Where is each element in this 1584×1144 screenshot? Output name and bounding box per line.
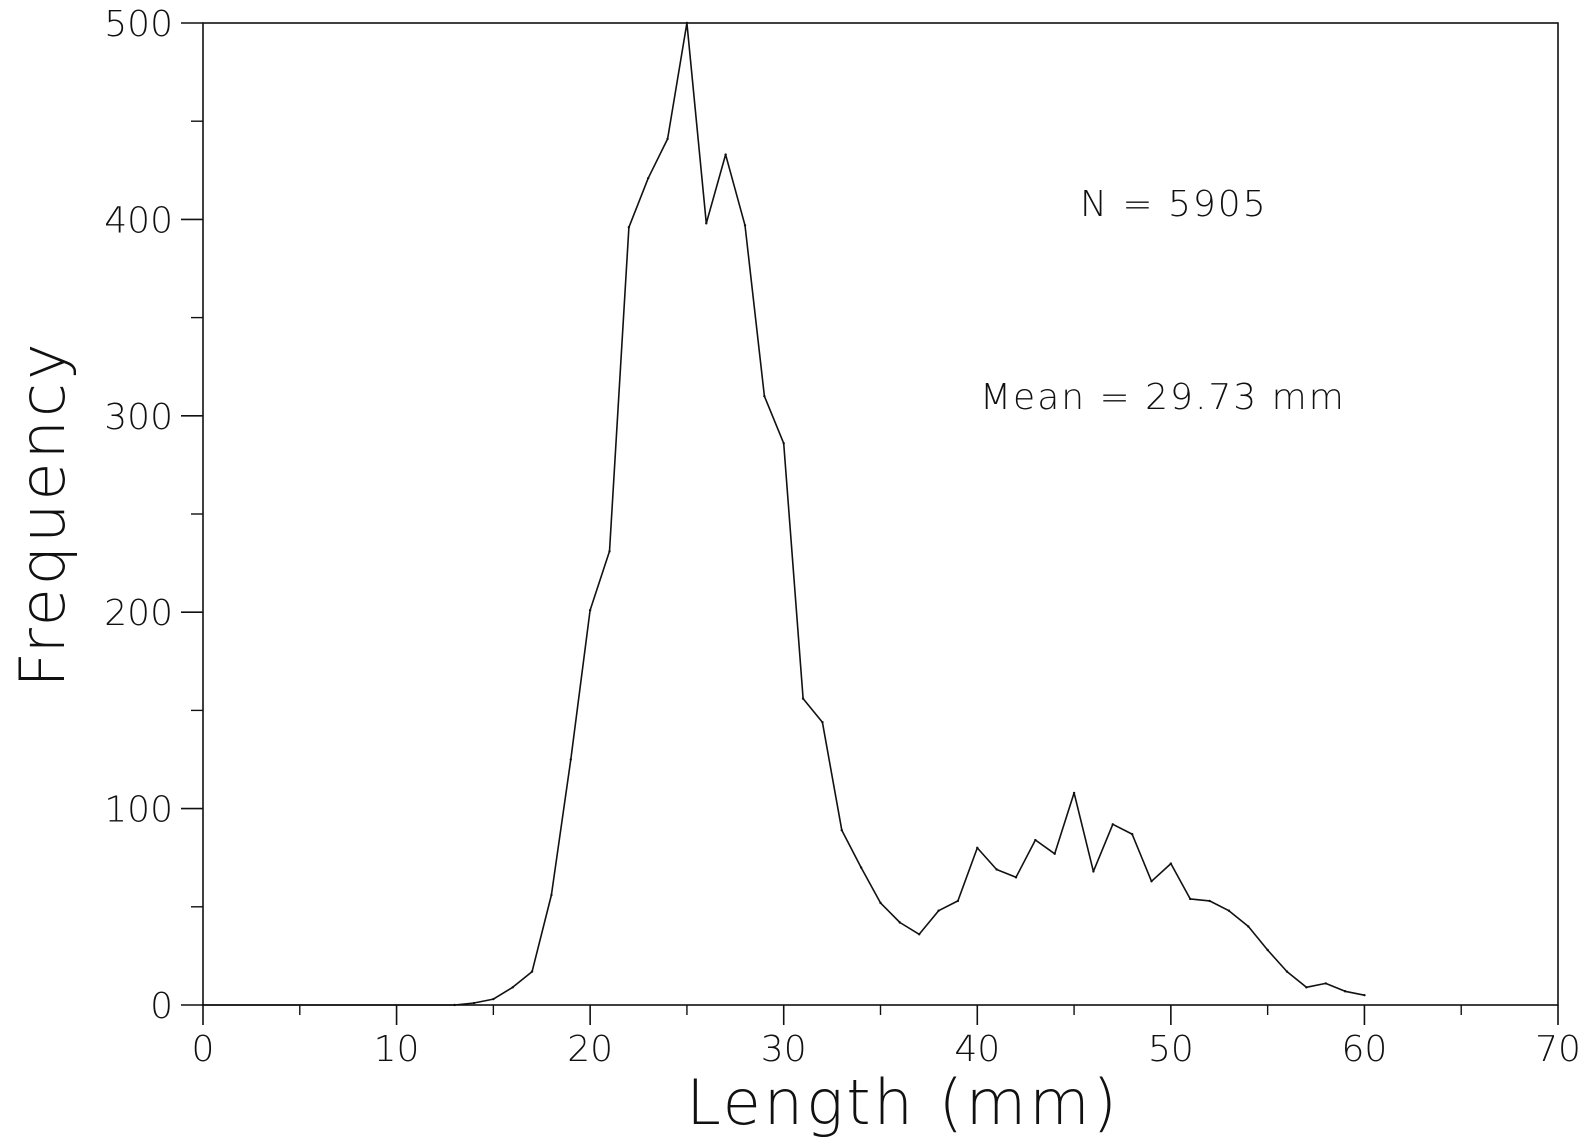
data-point: [1092, 870, 1095, 873]
x-tick-label: 20: [567, 1029, 613, 1070]
x-axis-title: Length (mm): [686, 1066, 1120, 1139]
data-point: [453, 1003, 456, 1007]
data-point: [550, 893, 553, 897]
data-point: [608, 550, 611, 553]
data-point: [918, 933, 921, 936]
data-point: [898, 921, 902, 924]
data-point: [666, 137, 669, 141]
data-point: [492, 997, 495, 1001]
data-point: [801, 697, 805, 700]
data-point: [1150, 880, 1153, 883]
data-point: [1034, 838, 1037, 842]
data-point: [685, 21, 689, 25]
data-point: [956, 899, 960, 903]
data-point: [1130, 832, 1134, 836]
x-tick-label: 10: [374, 1029, 420, 1070]
data-point: [1363, 993, 1366, 997]
data-point: [1305, 986, 1308, 989]
y-tick-label: 400: [104, 200, 173, 241]
data-point: [1072, 791, 1076, 795]
data-point: [1169, 862, 1173, 865]
frequency-series-line: [203, 22, 1365, 1006]
annotation-n: N = 5905: [1080, 184, 1268, 225]
plot-frame: [202, 22, 1559, 1006]
data-point: [743, 224, 747, 227]
data-point: [705, 222, 708, 225]
data-point: [472, 1001, 476, 1005]
data-point: [937, 909, 940, 912]
data-point: [569, 758, 572, 761]
data-point: [1053, 852, 1056, 855]
data-point: [1324, 982, 1327, 985]
x-tick-label: 60: [1342, 1029, 1388, 1070]
data-point: [1227, 909, 1231, 912]
data-point: [201, 1003, 205, 1007]
x-tick-label: 40: [954, 1029, 1000, 1070]
data-point: [763, 394, 766, 398]
data-point: [782, 442, 785, 445]
data-point: [821, 720, 824, 724]
x-axis-ticks: 0 10 20 30 40 50 60 70: [192, 1005, 1581, 1070]
data-point: [1111, 823, 1114, 826]
x-tick-label: 0: [192, 1029, 215, 1070]
data-point: [1247, 925, 1250, 928]
x-tick-label: 50: [1148, 1029, 1194, 1070]
data-point: [859, 866, 863, 869]
x-tick-label: 70: [1535, 1029, 1581, 1070]
data-point: [879, 901, 882, 905]
data-point: [1266, 948, 1269, 952]
data-point: [588, 609, 592, 612]
data-point: [840, 829, 843, 832]
y-tick-label: 200: [104, 593, 173, 634]
y-axis-ticks: 0 100 200 300 400 500: [104, 4, 203, 1027]
data-point: [1343, 990, 1347, 993]
data-point: [976, 846, 979, 850]
data-point: [511, 986, 514, 989]
annotation-mean: Mean = 29.73 mm: [980, 377, 1346, 418]
data-point: [647, 176, 650, 180]
data-point: [1189, 897, 1192, 901]
data-point: [724, 153, 727, 156]
series-points: [201, 21, 1366, 1007]
data-point: [530, 970, 534, 973]
y-tick-label: 300: [104, 397, 173, 438]
data-point: [995, 868, 998, 871]
y-tick-label: 100: [104, 790, 173, 831]
y-axis-title: Frequency: [6, 340, 79, 687]
data-point: [627, 226, 631, 229]
y-tick-label: 0: [150, 986, 173, 1027]
data-point: [1208, 899, 1211, 903]
data-point: [1285, 970, 1289, 973]
data-point: [1014, 876, 1018, 879]
x-tick-label: 30: [761, 1029, 807, 1070]
y-tick-label: 500: [104, 4, 173, 45]
